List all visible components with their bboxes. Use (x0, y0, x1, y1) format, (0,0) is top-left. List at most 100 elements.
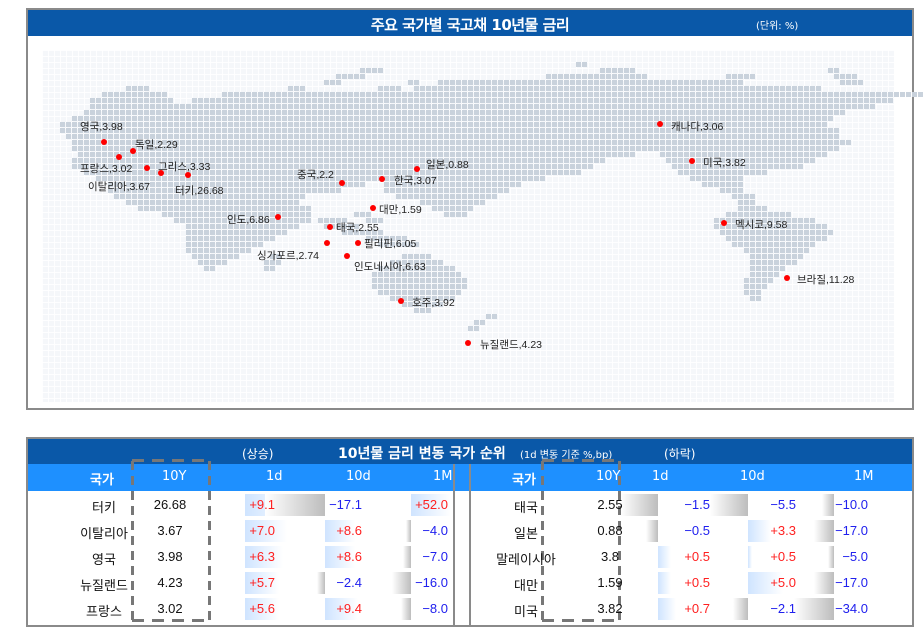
land-cell (822, 230, 827, 235)
land-cell (186, 218, 191, 223)
land-cell (300, 212, 305, 217)
land-cell (606, 74, 611, 79)
land-cell (804, 110, 809, 115)
land-cell (762, 278, 767, 283)
land-cell (456, 290, 461, 295)
land-cell (492, 158, 497, 163)
land-cell (78, 146, 83, 151)
land-cell (360, 182, 365, 187)
land-cell (342, 92, 347, 97)
land-cell (132, 176, 137, 181)
land-cell (150, 176, 155, 181)
land-cell (378, 92, 383, 97)
land-cell (432, 170, 437, 175)
land-cell (342, 122, 347, 127)
land-cell (750, 236, 755, 241)
land-cell (120, 146, 125, 151)
land-cell (192, 188, 197, 193)
land-cell (738, 128, 743, 133)
land-cell (498, 182, 503, 187)
land-cell (804, 98, 809, 103)
land-cell (528, 116, 533, 121)
land-cell (798, 128, 803, 133)
land-cell (660, 128, 665, 133)
land-cell (72, 122, 77, 127)
land-cell (258, 164, 263, 169)
land-cell (564, 140, 569, 145)
land-cell (132, 200, 137, 205)
land-cell (606, 110, 611, 115)
land-cell (768, 128, 773, 133)
land-cell (288, 176, 293, 181)
land-cell (486, 182, 491, 187)
land-cell (150, 200, 155, 205)
land-cell (696, 110, 701, 115)
land-cell (282, 164, 287, 169)
land-cell (408, 158, 413, 163)
land-cell (420, 176, 425, 181)
land-cell (720, 176, 725, 181)
land-cell (90, 104, 95, 109)
land-cell (300, 92, 305, 97)
land-cell (462, 146, 467, 151)
land-cell (264, 212, 269, 217)
land-cell (228, 134, 233, 139)
land-cell (270, 104, 275, 109)
land-cell (552, 140, 557, 145)
land-cell (732, 170, 737, 175)
land-cell (756, 206, 761, 211)
land-cell (780, 164, 785, 169)
land-cell (408, 140, 413, 145)
land-cell (708, 182, 713, 187)
land-cell (132, 164, 137, 169)
land-cell (276, 104, 281, 109)
land-cell (348, 134, 353, 139)
land-cell (786, 242, 791, 247)
land-cell (102, 164, 107, 169)
land-cell (744, 92, 749, 97)
land-cell (594, 104, 599, 109)
land-cell (378, 278, 383, 283)
land-cell (582, 158, 587, 163)
land-cell (240, 128, 245, 133)
land-cell (672, 80, 677, 85)
land-cell (384, 122, 389, 127)
land-cell (636, 86, 641, 91)
land-cell (270, 182, 275, 187)
land-cell (786, 152, 791, 157)
land-cell (594, 86, 599, 91)
land-cell (630, 80, 635, 85)
land-cell (456, 128, 461, 133)
land-cell (222, 164, 227, 169)
land-cell (438, 200, 443, 205)
land-cell (312, 158, 317, 163)
land-cell (390, 242, 395, 247)
land-cell (408, 278, 413, 283)
land-cell (702, 128, 707, 133)
land-cell (402, 302, 407, 307)
land-cell (594, 92, 599, 97)
land-cell (624, 104, 629, 109)
land-cell (768, 164, 773, 169)
land-cell (684, 92, 689, 97)
land-cell (204, 224, 209, 229)
land-cell (420, 302, 425, 307)
land-cell (426, 182, 431, 187)
land-cell (330, 140, 335, 145)
land-cell (450, 170, 455, 175)
land-cell (450, 122, 455, 127)
negative-bar (391, 572, 411, 594)
land-cell (714, 116, 719, 121)
land-cell (582, 86, 587, 91)
land-cell (420, 122, 425, 127)
land-cell (684, 158, 689, 163)
land-cell (264, 98, 269, 103)
land-cell (396, 290, 401, 295)
positive-bar (245, 598, 279, 620)
land-cell (180, 218, 185, 223)
land-cell (810, 242, 815, 247)
land-cell (366, 158, 371, 163)
land-cell (318, 176, 323, 181)
land-cell (750, 146, 755, 151)
land-cell (600, 98, 605, 103)
